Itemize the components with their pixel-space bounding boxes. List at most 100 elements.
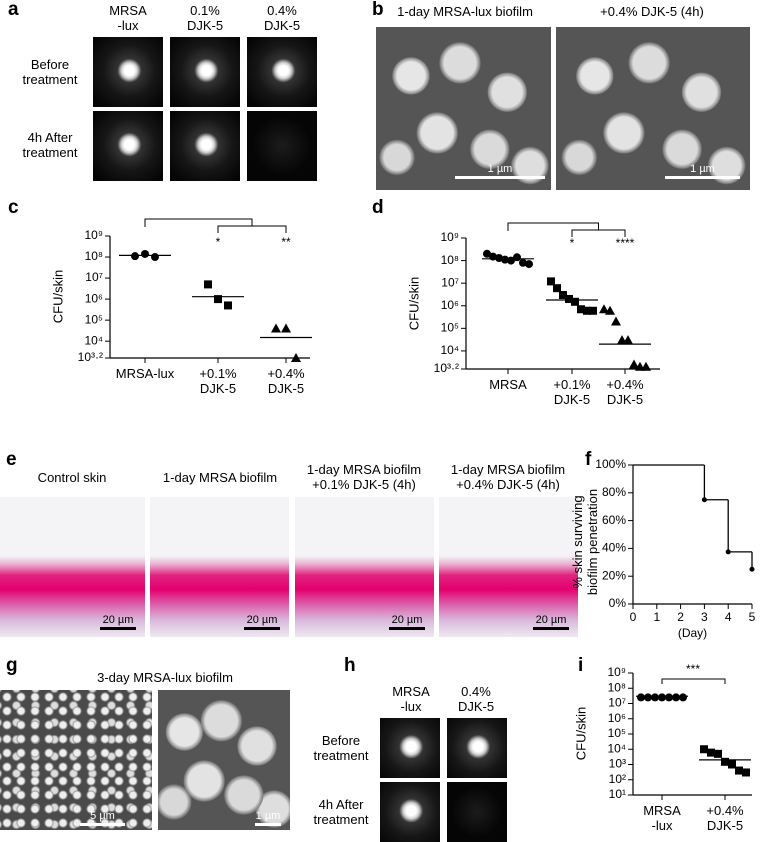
- x-tick-label: 3: [701, 610, 708, 624]
- photo: [380, 782, 440, 842]
- y-tick-label: 10⁶: [85, 291, 103, 305]
- image-title: 1-day MRSA biofilm: [162, 470, 278, 485]
- data-point: [714, 749, 722, 758]
- y-tick-label: 10⁹: [85, 228, 104, 242]
- scale-bar: 20 µm: [533, 614, 569, 630]
- x-tick-label: 0: [630, 610, 637, 624]
- row-label: 4h After treatment: [313, 797, 369, 827]
- data-point: [577, 305, 585, 314]
- y-tick-label: 10⁸: [608, 680, 626, 694]
- scale-bar: 1 µm: [255, 810, 281, 826]
- data-point: [728, 760, 736, 769]
- data-point: [651, 693, 659, 702]
- column-label: MRSA -lux: [392, 684, 430, 714]
- data-point: [672, 693, 680, 702]
- data-point: [271, 323, 281, 333]
- data-point: [553, 284, 561, 293]
- x-tick-label: +0.4% DJK-5: [267, 366, 305, 396]
- data-point: [571, 297, 579, 306]
- image-title: 1-day MRSA-lux biofilm: [397, 4, 533, 19]
- y-tick-label: 80%: [602, 485, 626, 499]
- data-point: [583, 306, 591, 315]
- y-tick-label: 10⁴: [84, 333, 103, 347]
- y-tick-label: 10⁴: [607, 741, 626, 755]
- panel-letter: i: [578, 655, 584, 676]
- data-point: [281, 323, 291, 333]
- scale-bar: 1 µm: [455, 163, 545, 179]
- y-tick-label: 10⁵: [608, 726, 626, 740]
- significance-label: *: [570, 236, 575, 250]
- image-title: +0.4% DJK-5 (4h): [600, 4, 704, 19]
- histology-image: [0, 497, 145, 637]
- panel-letter: e: [6, 449, 17, 470]
- data-point: [742, 768, 750, 777]
- x-tick-label: MRSA -lux: [643, 803, 681, 833]
- y-tick-label: 10⁸: [85, 249, 103, 263]
- y-tick-label: 10⁹: [441, 230, 460, 244]
- data-point: [589, 306, 597, 315]
- row-label: Before treatment: [313, 733, 369, 763]
- data-point: [641, 361, 651, 371]
- data-point: [599, 304, 609, 314]
- data-point: [665, 693, 673, 702]
- photo: [380, 718, 440, 778]
- photo: [247, 37, 317, 107]
- column-label: MRSA -lux: [109, 3, 147, 33]
- photo: [447, 782, 507, 842]
- significance-label: ***: [686, 662, 700, 676]
- scale-bar: 20 µm: [100, 614, 136, 630]
- data-point: [611, 316, 621, 326]
- data-point: [565, 294, 573, 303]
- data-point: [495, 254, 503, 263]
- x-axis-label: (Day): [678, 626, 707, 640]
- y-axis-label: CFU/skin: [573, 706, 589, 761]
- significance-bracket: [661, 678, 726, 684]
- x-tick-label: +0.4% DJK-5: [706, 803, 744, 833]
- x-tick-label: 4: [725, 610, 732, 624]
- panel-letter: b: [372, 0, 384, 20]
- y-axis-label: % skin surviving biofilm penetration: [570, 488, 600, 595]
- data-point: [623, 335, 633, 345]
- sem-image: [158, 690, 290, 830]
- y-tick-label: 10³: [609, 757, 626, 771]
- photo: [170, 37, 240, 107]
- y-tick-label: 10⁷: [441, 275, 459, 289]
- significance-label: ****: [616, 236, 635, 250]
- data-point: [605, 305, 615, 315]
- histology-image: [439, 497, 578, 637]
- y-tick-label: 20%: [602, 568, 626, 582]
- y-tick-label: 10⁸: [441, 253, 459, 267]
- x-tick-label: +0.4% DJK-5: [606, 377, 644, 407]
- x-tick-label: +0.1% DJK-5: [199, 366, 237, 396]
- x-tick-label: MRSA: [489, 377, 527, 392]
- image-title: Control skin: [37, 470, 107, 485]
- panel-letter: g: [6, 655, 18, 676]
- significance-bracket: [507, 222, 626, 237]
- data-point: [658, 693, 666, 702]
- y-tick-label: 10⁵: [85, 312, 103, 326]
- data-point: [214, 295, 222, 304]
- data-point: [700, 745, 708, 754]
- significance-label: *: [216, 235, 221, 249]
- event-marker: [725, 549, 731, 555]
- data-point: [224, 301, 232, 310]
- data-point: [679, 693, 687, 702]
- histology-image: [295, 497, 434, 637]
- data-point: [735, 766, 743, 775]
- column-label: 0.4% DJK-5: [457, 684, 495, 714]
- image-title: 1-day MRSA biofilm +0.4% DJK-5 (4h): [450, 462, 566, 492]
- y-tick-label: 10³·²: [78, 350, 103, 364]
- image-title: 3-day MRSA-lux biofilm: [97, 670, 233, 685]
- data-point: [501, 255, 509, 264]
- photo: [447, 718, 507, 778]
- data-point: [513, 253, 521, 262]
- y-tick-label: 10²: [609, 772, 626, 786]
- sem-image: [376, 27, 551, 190]
- y-tick-label: 0%: [609, 596, 627, 610]
- data-point: [525, 260, 533, 269]
- event-marker: [701, 497, 707, 503]
- data-point: [629, 359, 639, 369]
- data-point: [547, 277, 555, 286]
